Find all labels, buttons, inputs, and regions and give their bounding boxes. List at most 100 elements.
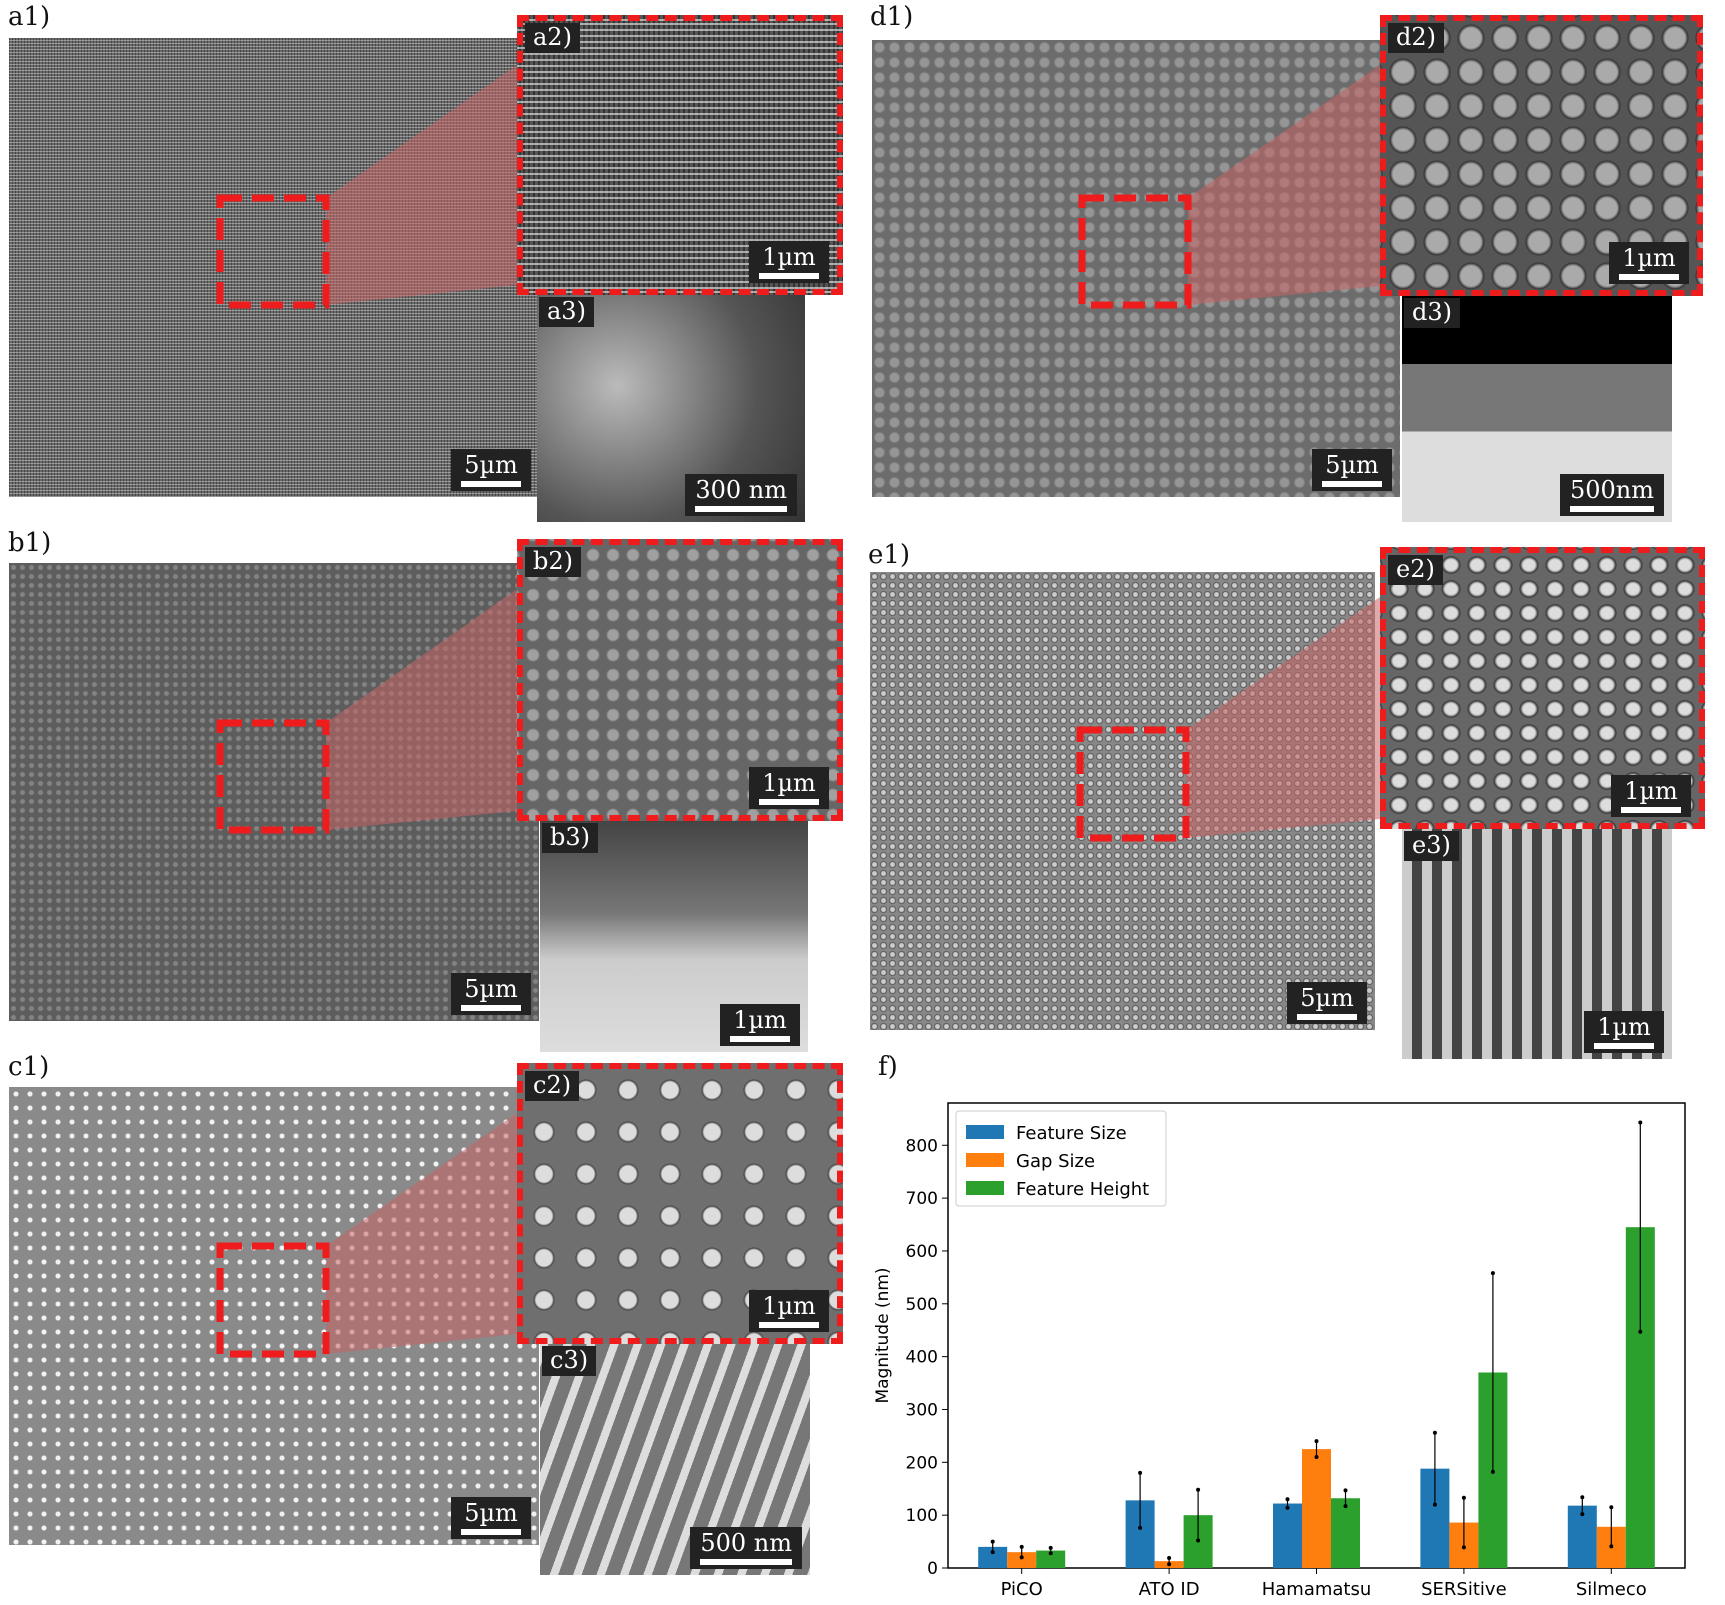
- panel-label-b3: b3): [542, 823, 598, 853]
- scale-bar-text: 1µm: [762, 1292, 816, 1320]
- error-cap: [1609, 1544, 1614, 1549]
- panel-label-e2: e2): [1388, 555, 1443, 585]
- scale-bar-line: [1619, 274, 1679, 280]
- error-cap: [1314, 1455, 1319, 1460]
- y-tick-label: 600: [906, 1242, 938, 1262]
- error-cap: [1580, 1495, 1585, 1500]
- scale-bar-line: [1594, 1043, 1654, 1049]
- scale-bar-text: 1µm: [1624, 777, 1678, 805]
- error-cap: [1196, 1538, 1201, 1543]
- scale-bar-b2: 1µm: [749, 767, 829, 809]
- sem-image-e1: 5µm: [870, 572, 1375, 1030]
- scale-bar-e3: 1µm: [1584, 1011, 1664, 1053]
- panel-label-e1: e1): [868, 540, 911, 570]
- sem-image-b3: b3) 1µm: [540, 821, 808, 1052]
- scale-bar-line: [461, 481, 521, 487]
- scale-bar-line: [1569, 506, 1654, 512]
- panel-label-d3: d3): [1404, 298, 1460, 328]
- bar-feature-size: [978, 1546, 1008, 1568]
- panel-label-a1: a1): [8, 2, 51, 32]
- sem-image-b2: b2) 1µm: [517, 539, 843, 821]
- scale-bar-a2: 1µm: [749, 241, 829, 283]
- scale-bar-text: 5µm: [1325, 451, 1379, 479]
- error-cap: [1019, 1555, 1024, 1560]
- scale-bar-line: [759, 1322, 819, 1328]
- scale-bar-text: 5µm: [464, 1499, 518, 1527]
- scale-bar-d1: 5µm: [1312, 449, 1392, 491]
- sem-image-e2: e2) 1µm: [1380, 547, 1705, 829]
- panel-label-d2: d2): [1388, 23, 1444, 53]
- x-tick-label: Silmeco: [1576, 1579, 1647, 1600]
- scale-bar-text: 300 nm: [695, 476, 787, 504]
- error-cap: [1048, 1545, 1053, 1550]
- scale-bar-line: [1621, 807, 1681, 813]
- y-tick-label: 200: [906, 1453, 938, 1473]
- scale-bar-text: 5µm: [1300, 984, 1354, 1012]
- panel-label-e3: e3): [1404, 831, 1459, 861]
- error-cap: [1048, 1551, 1053, 1556]
- panel-label-c3: c3): [542, 1346, 597, 1376]
- scale-bar-line: [730, 1036, 790, 1042]
- error-cap: [1461, 1495, 1466, 1500]
- y-tick-label: 300: [906, 1400, 938, 1420]
- error-cap: [1019, 1544, 1024, 1549]
- scale-bar-line: [1297, 1014, 1357, 1020]
- sem-image-d2: d2) 1µm: [1380, 15, 1703, 296]
- bar-feature-size: [1273, 1503, 1302, 1568]
- sem-image-a3: a3) 300 nm: [537, 295, 805, 522]
- error-cap: [1314, 1439, 1319, 1444]
- legend-label: Feature Size: [1016, 1123, 1127, 1144]
- scale-bar-text: 1µm: [1622, 244, 1676, 272]
- error-cap: [1343, 1488, 1348, 1493]
- x-tick-label: SERSitive: [1421, 1579, 1507, 1600]
- legend-swatch: [966, 1153, 1004, 1167]
- sem-image-d3: d3) 500nm: [1402, 296, 1672, 522]
- error-cap: [1196, 1487, 1201, 1492]
- scale-bar-text: 5µm: [464, 975, 518, 1003]
- sem-image-b1: 5µm: [9, 563, 539, 1021]
- sem-image-c3: c3) 500 nm: [540, 1344, 810, 1575]
- y-tick-label: 700: [906, 1189, 938, 1209]
- scale-bar-line: [695, 506, 787, 512]
- scale-bar-d2: 1µm: [1609, 242, 1689, 284]
- scale-bar-line: [700, 1559, 792, 1565]
- bar-chart: 0 100 200 300 400 500 600 700 800 Magnitude (nm) P…: [873, 1102, 1686, 1600]
- error-cap: [1580, 1512, 1585, 1517]
- panel-label-d1: d1): [870, 2, 914, 32]
- scale-bar-line: [759, 799, 819, 805]
- scale-bar-text: 500 nm: [700, 1529, 792, 1557]
- scale-bar-c1: 5µm: [451, 1497, 531, 1539]
- scale-bar-text: 5µm: [464, 451, 518, 479]
- error-cap: [1461, 1545, 1466, 1550]
- y-tick-label: 400: [906, 1348, 938, 1368]
- sem-image-c1: 5µm: [9, 1087, 539, 1545]
- x-tick-label: Hamamatsu: [1262, 1579, 1372, 1600]
- error-cap: [1638, 1329, 1643, 1334]
- legend-swatch: [966, 1181, 1004, 1195]
- y-tick-label: 0: [927, 1559, 938, 1579]
- error-cap: [1432, 1502, 1437, 1507]
- scale-bar-e1: 5µm: [1287, 982, 1367, 1024]
- sem-image-d1: 5µm: [872, 40, 1400, 497]
- scale-bar-text: 1µm: [733, 1006, 787, 1034]
- sem-image-a1: 5µm: [9, 38, 539, 497]
- y-tick-label: 800: [906, 1136, 938, 1156]
- scale-bar-b3: 1µm: [720, 1004, 800, 1046]
- bar-gap-size: [1007, 1552, 1037, 1568]
- legend-label: Gap Size: [1016, 1151, 1095, 1172]
- panel-label-a3: a3): [539, 297, 594, 327]
- panel-label-c1: c1): [8, 1052, 50, 1082]
- legend-swatch: [966, 1125, 1004, 1139]
- scale-bar-line: [461, 1529, 521, 1535]
- error-cap: [1432, 1430, 1437, 1435]
- error-cap: [1167, 1562, 1172, 1567]
- legend-label: Feature Height: [1016, 1179, 1149, 1200]
- scale-bar-c2: 1µm: [749, 1290, 829, 1332]
- y-axis-label: Magnitude (nm): [873, 1267, 893, 1403]
- sem-image-e3: e3) 1µm: [1402, 829, 1672, 1059]
- scale-bar-text: 500nm: [1569, 476, 1654, 504]
- error-cap: [1167, 1555, 1172, 1560]
- error-cap: [1138, 1525, 1143, 1530]
- error-cap: [1638, 1120, 1643, 1125]
